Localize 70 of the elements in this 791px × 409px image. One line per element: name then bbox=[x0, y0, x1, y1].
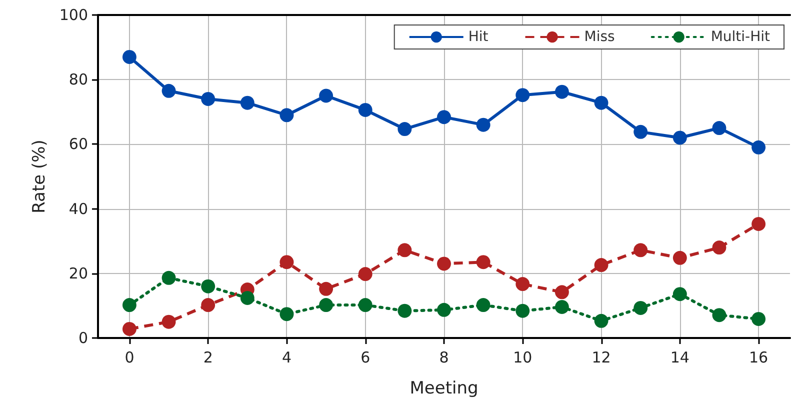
point bbox=[398, 243, 412, 258]
point bbox=[516, 277, 530, 292]
point bbox=[752, 312, 766, 326]
point bbox=[437, 256, 451, 271]
point bbox=[752, 216, 766, 231]
y-tick-label: 0 bbox=[78, 329, 88, 347]
point bbox=[319, 298, 334, 312]
y-tick-label: 60 bbox=[68, 135, 88, 154]
x-tick-label: 12 bbox=[592, 348, 611, 366]
point bbox=[398, 122, 412, 136]
point bbox=[554, 84, 569, 99]
point bbox=[358, 298, 372, 312]
point bbox=[516, 304, 530, 318]
point bbox=[280, 255, 294, 270]
point bbox=[476, 255, 490, 270]
point bbox=[554, 300, 569, 314]
x-tick-label: 4 bbox=[282, 348, 292, 366]
y-tick-label: 100 bbox=[59, 6, 88, 24]
point bbox=[672, 250, 687, 265]
x-tick-label: 16 bbox=[749, 348, 768, 366]
point bbox=[476, 298, 490, 312]
point bbox=[201, 298, 216, 312]
point bbox=[398, 304, 412, 318]
point bbox=[122, 322, 136, 336]
point bbox=[554, 285, 569, 300]
point bbox=[594, 96, 608, 110]
point bbox=[240, 290, 254, 305]
point bbox=[634, 124, 648, 139]
point bbox=[672, 287, 687, 302]
point bbox=[712, 240, 726, 255]
x-tick-label: 14 bbox=[670, 348, 690, 366]
point bbox=[594, 314, 608, 328]
point bbox=[358, 267, 372, 282]
point bbox=[358, 102, 372, 117]
x-tick-label: 6 bbox=[360, 348, 370, 366]
point bbox=[752, 140, 766, 154]
legend-label: Miss bbox=[584, 29, 615, 45]
point bbox=[280, 307, 294, 322]
y-tick-label: 80 bbox=[68, 70, 88, 89]
y-axis-title: Rate (%) bbox=[30, 140, 50, 214]
x-tick-label: 8 bbox=[439, 348, 449, 366]
point bbox=[162, 84, 176, 98]
point bbox=[319, 88, 334, 103]
point bbox=[122, 50, 136, 64]
legend-label: Hit bbox=[468, 29, 489, 45]
point bbox=[634, 300, 648, 315]
x-tick-label: 0 bbox=[124, 348, 134, 366]
y-tick-label: 20 bbox=[68, 264, 88, 282]
point bbox=[672, 130, 687, 145]
y-tick-label: 40 bbox=[68, 200, 88, 218]
point bbox=[201, 92, 216, 106]
point bbox=[516, 88, 530, 102]
point bbox=[201, 279, 216, 294]
x-tick-label: 10 bbox=[513, 348, 532, 366]
point bbox=[712, 121, 726, 136]
point bbox=[476, 118, 490, 132]
point bbox=[437, 110, 451, 124]
point bbox=[634, 243, 648, 258]
point bbox=[162, 270, 176, 285]
point bbox=[437, 302, 451, 317]
point bbox=[162, 314, 176, 329]
x-axis-title: Meeting bbox=[410, 378, 478, 398]
point bbox=[122, 298, 136, 312]
point bbox=[240, 96, 254, 110]
x-tick-label: 2 bbox=[203, 348, 213, 366]
legend-label: Multi-Hit bbox=[710, 29, 771, 45]
point bbox=[712, 308, 726, 322]
point bbox=[594, 258, 608, 272]
point bbox=[280, 108, 294, 122]
point bbox=[319, 282, 334, 296]
